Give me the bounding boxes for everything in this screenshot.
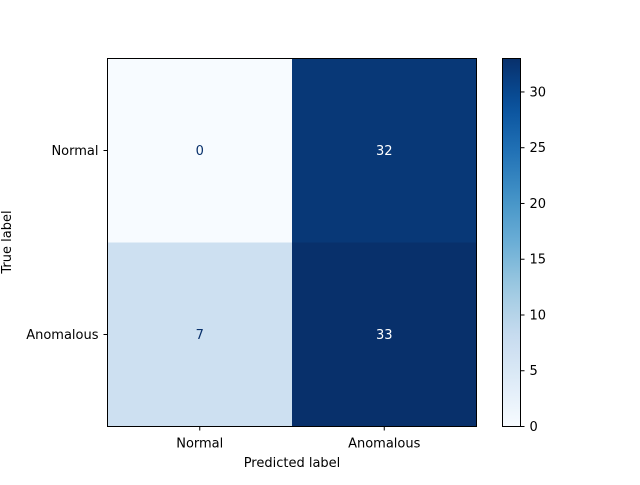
colorbar-tick-label: 25 xyxy=(530,141,547,156)
heatmap-cell xyxy=(107,242,293,427)
x-axis: Normal Anomalous xyxy=(176,426,421,452)
cell-value-label: 32 xyxy=(376,144,393,159)
plot-frame xyxy=(107,58,477,427)
heatmap-cell xyxy=(107,58,293,243)
x-tick-label: Normal xyxy=(176,437,223,452)
heatmap-cell xyxy=(292,242,477,427)
colorbar-tick-label: 30 xyxy=(530,85,547,100)
x-tick-label: Anomalous xyxy=(348,437,421,452)
colorbar-ticks: 0 5 10 15 20 25 30 xyxy=(520,85,547,435)
y-axis: Normal Anomalous xyxy=(26,144,108,343)
colorbar-tick-label: 15 xyxy=(530,253,547,268)
cell-value-labels: 0 32 7 33 xyxy=(196,144,393,343)
cell-value-label: 0 xyxy=(196,144,204,159)
heatmap-cell xyxy=(292,58,477,243)
cell-value-label: 33 xyxy=(376,328,393,343)
y-tick-label: Normal xyxy=(51,144,98,159)
colorbar xyxy=(502,58,521,427)
heatmap-cells xyxy=(107,58,477,427)
colorbar-tick-label: 0 xyxy=(530,420,538,435)
x-axis-label: Predicted label xyxy=(244,456,341,471)
colorbar-tick-label: 10 xyxy=(530,308,547,323)
colorbar-tick-label: 20 xyxy=(530,197,547,212)
colorbar-tick-label: 5 xyxy=(530,364,538,379)
y-tick-label: Anomalous xyxy=(26,328,99,343)
y-axis-label: True label xyxy=(0,210,15,274)
cell-value-label: 7 xyxy=(196,328,204,343)
